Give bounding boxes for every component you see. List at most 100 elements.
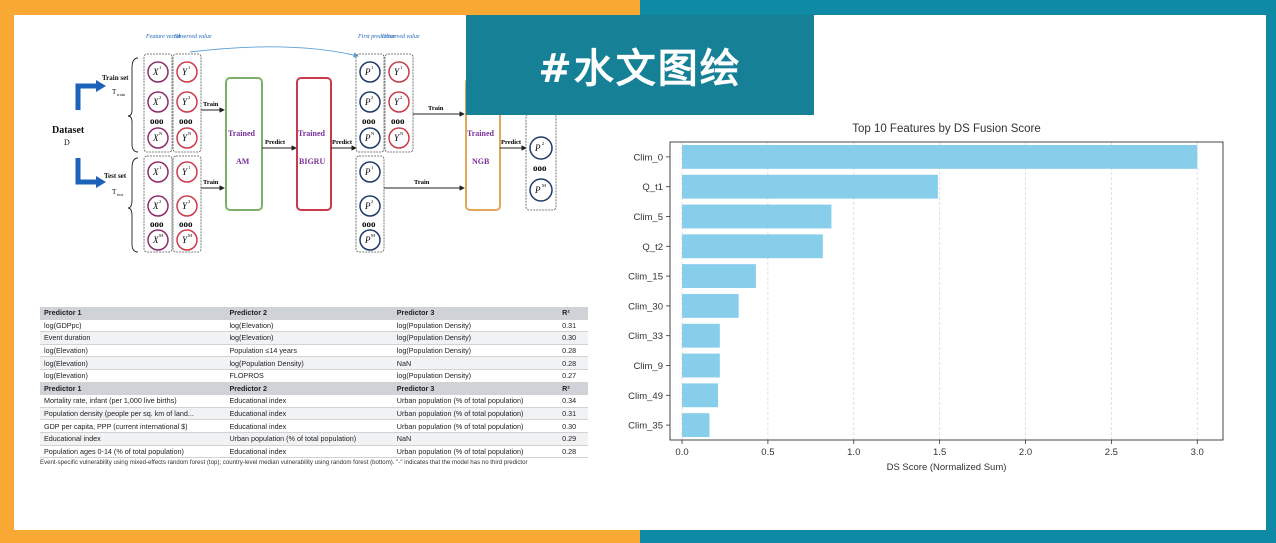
table-cell: log(Population Density) xyxy=(392,344,559,358)
table-cell: log(Population Density) xyxy=(392,369,559,383)
svg-text:ooo: ooo xyxy=(362,219,376,229)
svg-text:2: 2 xyxy=(371,199,373,204)
bar-Q_t1 xyxy=(682,174,938,199)
svg-text:2: 2 xyxy=(188,95,190,100)
table-row: log(Elevation) Population ≤14 years log(Po… xyxy=(40,344,588,358)
train-set-sub: T xyxy=(112,88,117,96)
table-cell: log(Elevation) xyxy=(225,319,393,333)
table-cell: 0.27 xyxy=(558,369,588,383)
y-tick-label: Clim_30 xyxy=(628,301,663,312)
x-tick-label: 1.5 xyxy=(933,447,946,458)
svg-text:X: X xyxy=(152,67,159,77)
predict-arrow-label-3: Predict xyxy=(501,139,522,146)
svg-text:P: P xyxy=(364,201,371,211)
table-cell: Event duration xyxy=(40,331,226,345)
table-cell: 0.30 xyxy=(558,331,588,345)
feature-vector-header: Feature vector xyxy=(145,34,182,40)
table-cell: log(Population Density) xyxy=(225,356,393,370)
table-cell: Urban population (% of total population) xyxy=(225,432,393,446)
table-row: Mortality rate, infant (per 1,000 live b… xyxy=(40,394,588,408)
table-cell: Educational index xyxy=(40,432,226,446)
x-test-2-node: X 2 xyxy=(147,195,169,217)
table-cell: Predictor 3 xyxy=(392,382,559,396)
p-test-2-node: P 2 xyxy=(359,195,381,217)
svg-text:P: P xyxy=(364,97,371,107)
table-row: log(GDPpc) log(Elevation) log(Population D… xyxy=(40,319,588,333)
svg-text:1: 1 xyxy=(188,165,190,170)
svg-text:M: M xyxy=(188,233,192,238)
p-test-m-node: P M xyxy=(359,229,381,251)
p-final-2-node: P 2 xyxy=(529,136,553,160)
x-tick-label: 0.5 xyxy=(761,447,774,458)
bar-Clim_0 xyxy=(682,144,1198,169)
table-cell: Urban population (% of total population) xyxy=(392,394,559,408)
y2-train-2-node: Y 2 xyxy=(388,91,410,113)
table-cell: log(Elevation) xyxy=(40,356,226,370)
table-cell: 0.31 xyxy=(558,319,588,333)
svg-text:Y: Y xyxy=(394,67,400,77)
svg-text:P: P xyxy=(364,133,371,143)
test-set-sub: T xyxy=(112,188,117,196)
svg-text:2: 2 xyxy=(188,199,190,204)
svg-text:ooo: ooo xyxy=(391,116,405,126)
svg-text:2: 2 xyxy=(159,199,161,204)
p-final-m-node: P M xyxy=(529,178,553,202)
table-cell: Educational index xyxy=(225,445,393,459)
test-set-label: Test set xyxy=(104,172,127,180)
dataset-sub: D xyxy=(64,138,70,147)
svg-text:P: P xyxy=(364,167,371,177)
svg-text:AM: AM xyxy=(236,157,250,166)
svg-text:X: X xyxy=(152,167,159,177)
chart-title: Top 10 Features by DS Fusion Score xyxy=(852,123,1041,135)
table-row: log(Elevation) FLOPROS log(Population Dens… xyxy=(40,369,588,383)
svg-text:X: X xyxy=(152,201,159,211)
table-cell: Population density (people per sq. km of… xyxy=(40,407,226,421)
train-arrow-label-2: Train xyxy=(203,179,219,186)
table-cell: FLOPROS xyxy=(225,369,393,383)
table-row: Event duration log(Elevation) log(Populati… xyxy=(40,331,588,345)
y-tick-label: Clim_15 xyxy=(628,272,663,283)
svg-text:Y: Y xyxy=(182,235,188,245)
first-prediction-header: First prediction xyxy=(357,34,396,40)
y-test-m-node: Y M xyxy=(176,229,198,251)
svg-text:M: M xyxy=(159,233,163,238)
p-train-1-node: P 1 xyxy=(359,61,381,83)
x-train-1-node: X 1 xyxy=(147,61,169,83)
svg-text:2: 2 xyxy=(400,95,402,100)
svg-text:N: N xyxy=(188,131,192,136)
x-tick-label: 2.0 xyxy=(1019,447,1032,458)
svg-text:BIGRU: BIGRU xyxy=(299,157,325,166)
table-cell: 0.28 xyxy=(558,445,588,459)
svg-text:Y: Y xyxy=(394,97,400,107)
svg-text:Y: Y xyxy=(394,133,400,143)
bar-Q_t2 xyxy=(682,234,823,259)
y-tick-label: Clim_49 xyxy=(628,391,663,402)
x-test-1-node: X 1 xyxy=(147,161,169,183)
svg-text:P: P xyxy=(534,143,541,153)
svg-text:Trained: Trained xyxy=(298,129,326,138)
svg-text:X: X xyxy=(152,133,159,143)
svg-text:Trained: Trained xyxy=(467,129,495,138)
table-cell: log(GDPpc) xyxy=(40,319,226,333)
svg-text:X: X xyxy=(152,97,159,107)
table-cell: Educational index xyxy=(225,407,393,421)
svg-text:N: N xyxy=(371,131,375,136)
table-cell: log(Elevation) xyxy=(225,331,393,345)
svg-text:ooo: ooo xyxy=(150,219,164,229)
svg-text:M: M xyxy=(371,233,375,238)
svg-text:1: 1 xyxy=(371,165,373,170)
train-set-sub-small: train xyxy=(117,92,126,97)
x-tick-label: 2.5 xyxy=(1105,447,1118,458)
predict-arrow-label-1: Predict xyxy=(265,139,286,146)
title-banner: #水文图绘 xyxy=(466,15,814,115)
table-header-row: Predictor 1 Predictor 2 Predictor 3 R² xyxy=(40,307,588,320)
y-tick-label: Clim_0 xyxy=(633,152,663,163)
y-train-1-node: Y 1 xyxy=(176,61,198,83)
train-arrow-label-4: Train xyxy=(414,179,430,186)
x-train-n-node: X N xyxy=(147,127,169,149)
table-caption: Event-specific vulnerability using mixed… xyxy=(40,459,528,466)
model-bigru-box: Trained BIGRU xyxy=(296,77,332,211)
table-row: Educational index Urban population (% of … xyxy=(40,432,588,446)
train-set-label: Train set xyxy=(102,74,129,82)
p-train-n-node: P N xyxy=(359,127,381,149)
